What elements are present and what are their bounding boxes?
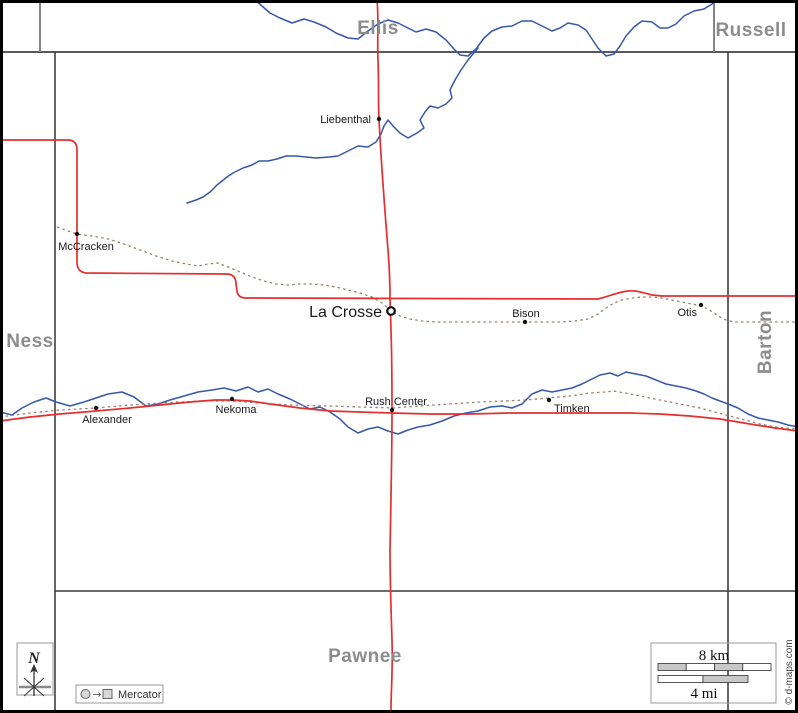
river-north [254, 0, 719, 57]
globe-circle-icon [80, 689, 91, 699]
scale-mi-label: 4 mi [690, 686, 717, 702]
road-south [0, 399, 798, 432]
town-label-lacrosse: La Crosse [309, 304, 382, 321]
rivers [0, 0, 798, 435]
projection-legend-box [75, 684, 164, 704]
town-label-rush-center: Rush Center [365, 396, 427, 408]
county-label-barton: Barton [755, 310, 776, 374]
copyright-label: © d-maps.com [784, 639, 795, 704]
scale-bar: 8 km 4 mi [650, 642, 777, 704]
town-dot-rush-center [389, 407, 395, 413]
town-dot-timken [546, 397, 552, 403]
county-label-pawnee: Pawnee [328, 646, 402, 667]
town-label-mccracken: McCracken [58, 241, 114, 253]
town-dot-alexander [93, 405, 99, 411]
town-label-bison: Bison [512, 308, 540, 320]
county-seat-marker-lacrosse [386, 306, 396, 316]
compass-north-label: N [27, 650, 41, 667]
town-label-otis: Otis [677, 307, 697, 319]
scale-km-label: 8 km [699, 648, 730, 664]
compass-star-icon [19, 664, 51, 697]
town-label-alexander: Alexander [82, 414, 132, 426]
road-west-east-lacrosse [0, 139, 798, 300]
scale-box [650, 642, 777, 704]
town-dot-otis [698, 302, 704, 308]
scale-mi-bar [657, 675, 749, 683]
county-labels: Ellis Russell Ness Barton Pawnee [6, 18, 786, 667]
county-label-ness: Ness [6, 331, 53, 352]
town-dot-nekoma [229, 396, 235, 402]
town-dot-mccracken [74, 231, 80, 237]
map-square-icon [102, 689, 113, 699]
compass: N [16, 642, 54, 697]
county-label-ellis: Ellis [357, 18, 399, 39]
town-label-timken: Timken [554, 403, 590, 415]
town-dot-liebenthal [376, 116, 382, 122]
river-liebenthal-branch [186, 47, 479, 204]
railroad-lacrosse-otis [56, 226, 798, 323]
projection-label: Mercator [118, 689, 162, 701]
railroads [0, 226, 798, 430]
county-label-russell: Russell [715, 20, 786, 41]
town-label-nekoma: Nekoma [216, 404, 258, 416]
road-north-south [376, 0, 394, 711]
scale-km-bar [657, 663, 772, 671]
town-dot-bison [522, 319, 528, 325]
projection-legend: → Mercator [75, 684, 164, 704]
railroad-south [0, 390, 798, 430]
town-label-liebenthal: Liebenthal [320, 114, 371, 126]
arrow-right-icon: → [92, 688, 101, 701]
towns: McCracken Liebenthal La Crosse Bison Oti… [58, 114, 704, 426]
